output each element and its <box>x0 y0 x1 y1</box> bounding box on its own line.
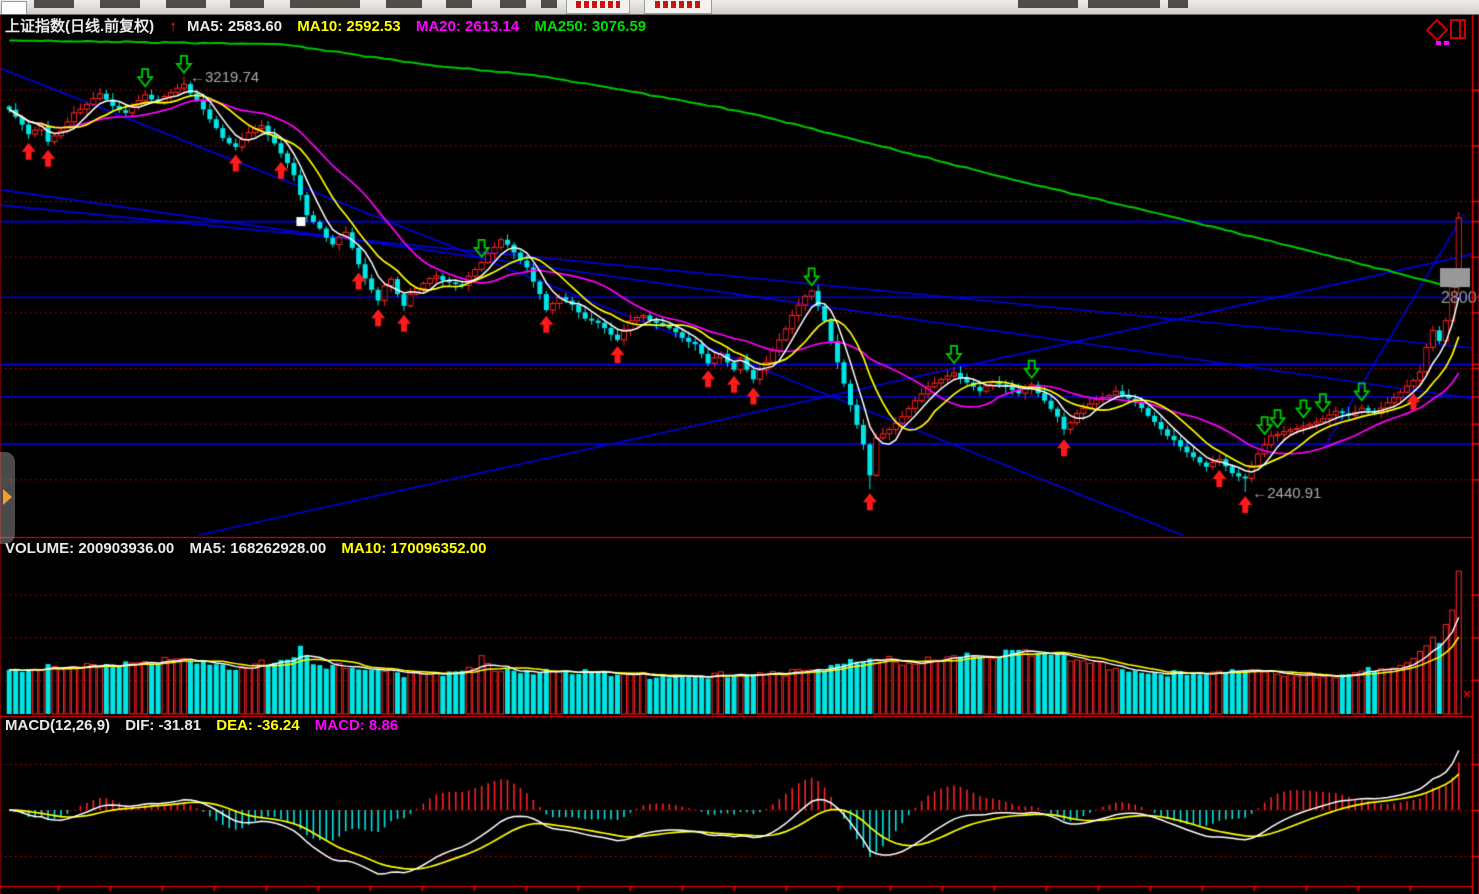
menubar-item-clipped[interactable] <box>34 0 74 8</box>
menubar-item-clipped[interactable] <box>446 0 472 8</box>
macd-header: MACD(12,26,9) DIF: -31.81 DEA: -36.24 MA… <box>5 717 409 734</box>
macd-title: MACD(12,26,9) <box>5 717 111 734</box>
volume-ma5-value: MA5: 168262928.00 <box>189 540 327 557</box>
menubar-alert-label <box>654 1 702 8</box>
volume-ma10-value: MA10: 170096352.00 <box>341 540 487 557</box>
menubar-item-clipped[interactable] <box>644 0 712 14</box>
menubar-item-clipped[interactable] <box>100 0 140 8</box>
main-chart-header: 上证指数(日线.前复权) ↑ MA5: 2583.60 MA10: 2592.5… <box>5 15 657 36</box>
marker-dot <box>1444 41 1449 45</box>
menubar-item-clipped[interactable] <box>166 0 206 8</box>
symbol-title: 上证指数(日线.前复权) <box>5 18 155 35</box>
menubar-item-clipped[interactable] <box>541 0 557 8</box>
menubar-item-clipped[interactable] <box>566 0 630 14</box>
ma20-value: MA20: 2613.14 <box>415 18 520 35</box>
menubar-item-clipped[interactable] <box>1168 0 1188 8</box>
menubar-alert-label <box>576 1 620 8</box>
split-pane-icon[interactable] <box>1450 19 1466 39</box>
menubar-item-clipped[interactable] <box>1018 0 1078 8</box>
dif-value: DIF: -31.81 <box>125 717 202 734</box>
ma250-value: MA250: 3076.59 <box>534 18 647 35</box>
app-logo-icon[interactable] <box>1 1 27 14</box>
volume-header: VOLUME: 200903936.00 MA5: 168262928.00 M… <box>5 540 497 557</box>
volume-value: VOLUME: 200903936.00 <box>5 540 175 557</box>
menubar-item-clipped[interactable] <box>290 0 360 8</box>
macd-value: MACD: 8.86 <box>314 717 399 734</box>
expand-arrow-icon <box>3 489 12 505</box>
menubar-item-clipped[interactable] <box>230 0 264 8</box>
ma5-value: MA5: 2583.60 <box>187 18 283 35</box>
sidebar-expand-handle[interactable] <box>0 452 15 544</box>
marker-dot <box>1436 41 1441 45</box>
menubar-item-clipped[interactable] <box>386 0 422 8</box>
dea-value: DEA: -36.24 <box>216 717 300 734</box>
up-arrow-icon: ↑ <box>169 18 177 35</box>
top-menubar[interactable] <box>0 0 1479 15</box>
menubar-item-clipped[interactable] <box>500 0 526 8</box>
ma10-value: MA10: 2592.53 <box>297 18 401 35</box>
menubar-item-clipped[interactable] <box>1088 0 1160 8</box>
